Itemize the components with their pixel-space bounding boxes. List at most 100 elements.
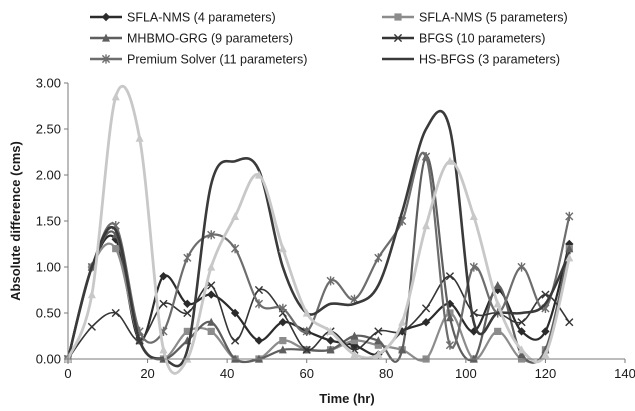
legend-item: BFGS (10 parameters): [382, 32, 545, 46]
data-point: [207, 327, 215, 335]
data-point: [326, 345, 335, 354]
data-point: [445, 313, 454, 322]
data-point: [207, 290, 216, 299]
data-point: [159, 272, 168, 281]
legend: SFLA-NMS (4 parameters) SFLA-NMS (5 param…: [90, 11, 568, 67]
data-point: [350, 331, 359, 340]
legend-swatch-marker: [102, 33, 110, 42]
y-tick-label: 2.50: [36, 122, 61, 137]
data-point: [374, 327, 383, 336]
data-point: [278, 303, 287, 313]
data-point: [445, 340, 455, 350]
data-point: [398, 345, 407, 354]
data-point: [254, 336, 264, 345]
data-point: [302, 326, 311, 336]
x-tick-label: 20: [140, 366, 154, 381]
data-point: [517, 345, 526, 354]
legend-swatch-marker: [101, 54, 111, 64]
data-point: [207, 262, 216, 271]
data-point: [541, 290, 550, 299]
plot-lines: [63, 84, 574, 375]
data-point: [422, 221, 431, 230]
data-point: [231, 244, 240, 254]
legend-swatch-marker: [101, 12, 111, 22]
data-point: [111, 308, 120, 318]
data-point: [565, 244, 574, 253]
data-point: [494, 327, 502, 335]
legend-label: HS-BFGS (3 parameters): [419, 53, 560, 67]
data-point: [326, 327, 335, 335]
legend-label: MHBMO-GRG (9 parameters): [127, 32, 293, 46]
legend-swatch-marker: [393, 33, 403, 43]
data-point: [565, 318, 574, 327]
data-point: [254, 285, 264, 295]
series-7: [64, 84, 574, 375]
y-axis-title: Absolute difference (cms): [8, 141, 23, 301]
legend-item: HS-BFGS (3 parameters): [382, 53, 560, 67]
data-point: [112, 245, 120, 253]
x-tick-label: 140: [614, 366, 635, 381]
data-point: [111, 92, 120, 101]
data-point: [159, 299, 168, 308]
legend-label: Premium Solver (11 parameters): [127, 53, 307, 67]
data-point: [421, 152, 431, 162]
data-point: [183, 327, 191, 335]
legend-swatch-marker: [394, 13, 402, 21]
data-point: [421, 318, 431, 327]
data-point: [374, 350, 383, 358]
data-point: [493, 281, 502, 289]
data-point: [207, 281, 216, 290]
data-point: [493, 299, 502, 308]
data-point: [374, 336, 383, 345]
data-point: [302, 345, 311, 354]
data-point: [279, 337, 287, 345]
data-point: [230, 308, 240, 318]
x-axis-title: Time (hr): [319, 391, 374, 406]
axes: 0.00 0.50 1.00 1.50 2.00 2.50 3.00 0 20 40 60 80 100…: [36, 76, 635, 382]
y-tick-label: 0.00: [36, 352, 61, 367]
data-point: [326, 276, 335, 286]
data-point: [278, 244, 287, 253]
data-point: [517, 262, 526, 272]
data-point: [517, 350, 526, 358]
data-point: [565, 253, 574, 262]
data-point: [254, 170, 263, 179]
data-point: [517, 318, 526, 327]
legend-item: Premium Solver (11 parameters): [90, 53, 307, 67]
data-point: [183, 253, 192, 263]
data-point: [517, 327, 526, 336]
x-tick-label: 120: [535, 366, 557, 381]
data-point: [350, 350, 359, 358]
series-5: [63, 151, 574, 364]
legend-label: BFGS (10 parameters): [419, 32, 545, 46]
data-point: [398, 317, 407, 326]
data-point: [565, 211, 574, 221]
data-point: [469, 262, 478, 272]
data-point: [254, 299, 264, 309]
legend-label: SFLA-NMS (4 parameters): [127, 11, 276, 25]
data-point: [469, 212, 478, 220]
series-line: [67, 275, 571, 360]
data-point: [445, 272, 455, 281]
data-point: [541, 350, 550, 358]
data-point: [421, 304, 431, 313]
legend-item: MHBMO-GRG (9 parameters): [90, 32, 293, 46]
data-point: [135, 133, 144, 142]
series-line: [66, 109, 571, 368]
data-point: [565, 239, 574, 249]
y-tick-label: 3.00: [36, 76, 61, 91]
series-6: [66, 109, 571, 368]
y-tick-label: 1.50: [36, 214, 61, 229]
x-tick-label: 0: [64, 366, 71, 381]
y-tick-label: 0.50: [36, 306, 61, 321]
data-point: [278, 345, 287, 354]
legend-label: SFLA-NMS (5 parameters): [419, 11, 568, 25]
data-point: [326, 336, 335, 345]
data-point: [350, 337, 359, 345]
y-tick-label: 1.00: [36, 260, 61, 275]
data-point: [87, 290, 96, 299]
series-4: [63, 272, 574, 364]
x-tick-label: 80: [379, 366, 393, 381]
data-point: [278, 318, 288, 327]
